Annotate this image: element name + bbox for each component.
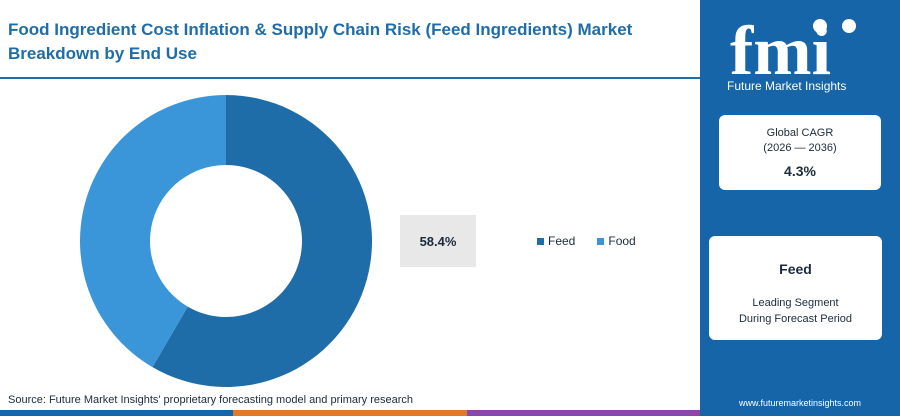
fmi-logo: fmi: [730, 13, 856, 90]
segment-name: Feed: [779, 261, 812, 277]
legend-item-feed: Feed: [537, 234, 575, 248]
cagr-card: Global CAGR (2026 — 2036) 4.3%: [719, 115, 881, 190]
globe-icon: [813, 19, 827, 33]
sidebar-panel: [700, 0, 900, 416]
bottom-bar-segment-orange: [233, 410, 467, 416]
bottom-bar-segment-purple: [466, 410, 700, 416]
bottom-color-bar: [0, 410, 700, 416]
source-note: Source: Future Market Insights' propriet…: [8, 394, 413, 406]
cagr-value: 4.3%: [784, 163, 816, 179]
cagr-label: Global CAGR: [766, 127, 834, 139]
website-link[interactable]: www.futuremarketinsights.com: [738, 398, 862, 408]
legend-item-food: Food: [597, 234, 636, 248]
bottom-bar-segment-blue: [0, 410, 234, 416]
segment-caption-1: Leading Segment: [752, 297, 839, 309]
donut-slice-food: [80, 95, 227, 368]
legend-label-food: Food: [608, 234, 636, 248]
legend-swatch-food: [597, 237, 605, 245]
title-divider: [0, 77, 700, 79]
donut-chart: [80, 95, 373, 387]
legend-label-feed: Feed: [548, 234, 576, 248]
cagr-period: (2026 — 2036): [763, 142, 837, 154]
highlight-value-box: 58.4%: [400, 215, 476, 267]
highlight-value: 58.4%: [419, 233, 457, 249]
donut-slice-feed: [152, 95, 373, 387]
chart-legend: Feed Food: [537, 234, 636, 248]
leading-segment-card: Feed Leading Segment During Forecast Per…: [709, 236, 882, 340]
segment-caption-2: During Forecast Period: [738, 313, 853, 325]
chart-title: Food Ingredient Cost Inflation & Supply …: [8, 20, 633, 63]
globe-icon-2: [842, 19, 856, 33]
logo-subtitle: Future Market Insights: [727, 79, 847, 93]
legend-swatch-feed: [537, 237, 544, 245]
